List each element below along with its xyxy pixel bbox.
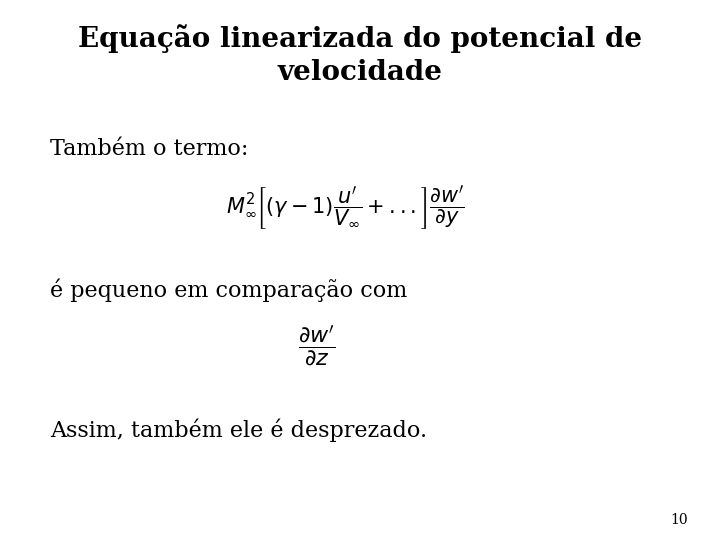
Text: 10: 10 [670,512,688,526]
Text: Assim, também ele é desprezado.: Assim, também ele é desprezado. [50,418,428,442]
Text: é pequeno em comparação com: é pequeno em comparação com [50,278,408,302]
Text: $M_{\infty}^{2}\left[(\gamma-1)\dfrac{u'}{V_{\infty}}+...\right]\dfrac{\partial : $M_{\infty}^{2}\left[(\gamma-1)\dfrac{u'… [226,184,465,232]
Text: $\dfrac{\partial w'}{\partial z}$: $\dfrac{\partial w'}{\partial z}$ [298,323,336,368]
Text: Equação linearizada do potencial de
velocidade: Equação linearizada do potencial de velo… [78,24,642,86]
Text: Também o termo:: Também o termo: [50,138,249,160]
